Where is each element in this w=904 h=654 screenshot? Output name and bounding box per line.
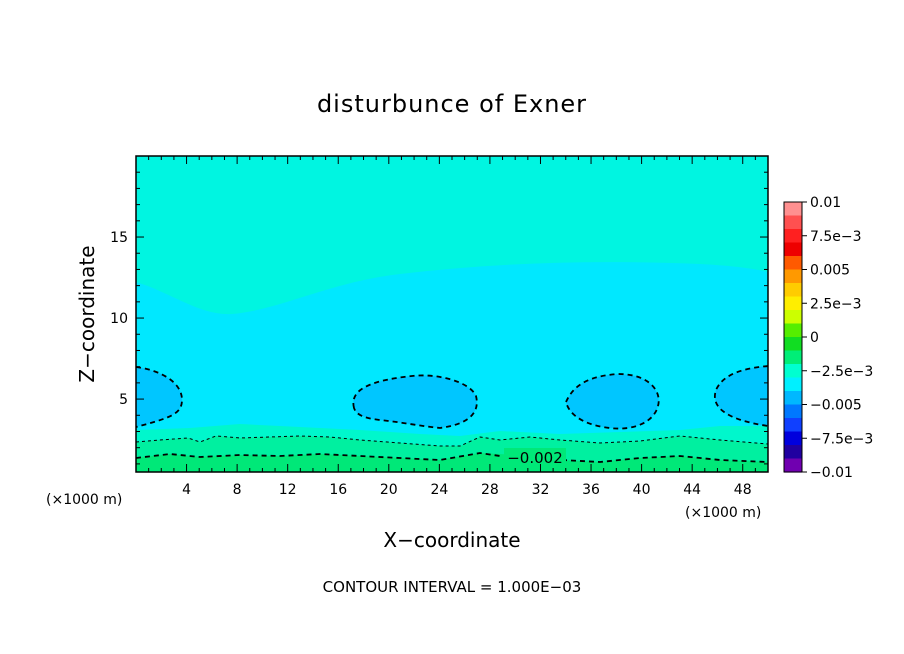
contour-interval-note: CONTOUR INTERVAL = 1.000E−03 [323,578,582,596]
colorbar-swatch [784,256,802,271]
field-band-dip-center [353,375,477,428]
y-tick-label: 10 [110,311,128,327]
x-units-left: (×1000 m) [46,492,122,508]
x-tick-label: 20 [380,482,398,498]
colorbar-swatch [784,337,802,352]
contour-left [136,366,183,428]
colorbar-tick-label: 0.01 [810,195,841,211]
colorbar: 0.01 7.5e−3 0.005 2.5e−3 0 −2.5e−3 −0.005 −7.5e… [783,195,873,481]
x-axis: 4 8 12 16 20 24 28 32 36 40 44 48 [148,156,756,498]
x-tick-label: 16 [329,482,347,498]
x-axis-label: X−coordinate [383,528,520,552]
x-tick-label: 36 [582,482,600,498]
colorbar-swatch [784,391,802,406]
colorbar-tick-label: −7.5e−3 [810,431,873,447]
colorbar-tick-label: 2.5e−3 [810,296,862,312]
x-tick-label: 40 [633,482,651,498]
field-band-dip-left [136,367,182,427]
x-tick-label: 8 [233,482,242,498]
colorbar-swatch [784,445,802,460]
field-band-surface-2 [136,453,768,472]
x-tick-label: 32 [532,482,550,498]
colorbar-swatch [784,431,802,446]
colorbar-swatch [784,283,802,298]
x-tick-label: 28 [481,482,499,498]
colorbar-swatch [784,269,802,284]
colorbar-swatch [784,229,802,244]
colorbar-swatch [784,310,802,325]
colorbar-tick-label: 7.5e−3 [810,229,862,245]
chart-title: disturbunce of Exner [317,90,587,118]
field-band-dip-right [566,374,659,429]
colorbar-swatch [784,404,802,419]
colorbar-tick-label: −0.005 [810,398,862,414]
x-tick-label: 24 [430,482,448,498]
colorbar-tick-label: 0 [810,330,819,346]
contour-surface-upper [136,435,768,447]
contour-surface-lower-right [561,455,768,463]
x-tick-label: 4 [182,482,191,498]
colorbar-swatch [784,377,802,392]
colorbar-swatch [784,202,802,217]
colorbar-swatch [784,215,802,230]
contour-label: −0.002 [507,449,563,467]
y-axis: 5 10 15 [110,171,768,465]
x-units-right: (×1000 m) [685,505,761,521]
x-tick-label: 12 [279,482,297,498]
colorbar-swatch [784,242,802,257]
colorbar-swatch [784,323,802,338]
plot-area: −0.002 [136,156,768,472]
colorbar-tick-label: −0.01 [810,465,853,481]
contour-label-background [504,448,566,466]
colorbar-swatch [784,364,802,379]
colorbar-swatch [784,296,802,311]
contour-surface-lower [136,452,501,461]
colorbar-tick-label: −2.5e−3 [810,364,873,380]
contour-center [352,374,478,429]
contour-right [565,373,660,430]
x-tick-label: 44 [683,482,701,498]
x-tick-label: 48 [734,482,752,498]
y-tick-label: 15 [110,230,128,246]
colorbar-tick-label: 0.005 [810,263,850,279]
field-band-dip-edge [714,366,768,426]
colorbar-swatch [784,350,802,365]
y-tick-label: 5 [119,392,128,408]
contour-lines [136,365,768,463]
colorbar-swatch [784,458,802,473]
contour-edge [714,365,768,427]
colorbar-swatch [784,418,802,433]
y-axis-label: Z−coordinate [75,245,99,382]
